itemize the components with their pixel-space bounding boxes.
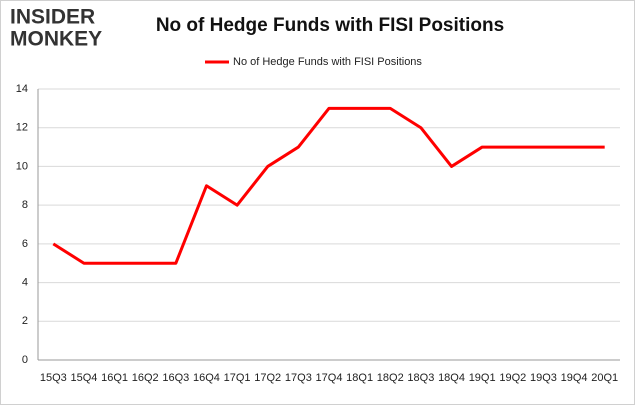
legend-label: No of Hedge Funds with FISI Positions [233, 56, 422, 68]
x-tick-label: 18Q2 [377, 372, 404, 384]
y-tick-label: 6 [22, 238, 28, 250]
x-tick-label: 15Q3 [40, 372, 67, 384]
x-tick-label: 18Q4 [438, 372, 465, 384]
x-tick-label: 19Q3 [530, 372, 557, 384]
x-tick-label: 16Q3 [162, 372, 189, 384]
y-tick-label: 4 [22, 276, 28, 288]
x-tick-label: 19Q4 [561, 372, 588, 384]
logo-bottom: MONKEY [10, 28, 102, 51]
x-tick-label: 17Q1 [224, 372, 251, 384]
x-tick-label: 20Q1 [591, 372, 618, 384]
x-tick-label: 19Q1 [469, 372, 496, 384]
x-tick-label: 16Q2 [132, 372, 159, 384]
x-tick-label: 19Q2 [499, 372, 526, 384]
data-line [52, 106, 605, 265]
logo-top: INSIDER [10, 6, 95, 29]
x-tick-label: 17Q4 [316, 372, 343, 384]
y-tick-label: 2 [22, 315, 28, 327]
x-tick-label: 16Q4 [193, 372, 220, 384]
y-tick-label: 14 [16, 83, 28, 95]
y-tick-label: 12 [16, 122, 28, 134]
y-tick-label: 8 [22, 199, 28, 211]
x-tick-label: 17Q2 [254, 372, 281, 384]
x-tick-label: 15Q4 [70, 372, 97, 384]
x-tick-label: 16Q1 [101, 372, 128, 384]
chart-title: No of Hedge Funds with FISI Positions [156, 15, 504, 36]
x-tick-label: 18Q1 [346, 372, 373, 384]
y-tick-label: 10 [16, 160, 28, 172]
y-tick-label: 0 [22, 354, 28, 366]
x-tick-label: 17Q3 [285, 372, 312, 384]
x-tick-label: 18Q3 [407, 372, 434, 384]
